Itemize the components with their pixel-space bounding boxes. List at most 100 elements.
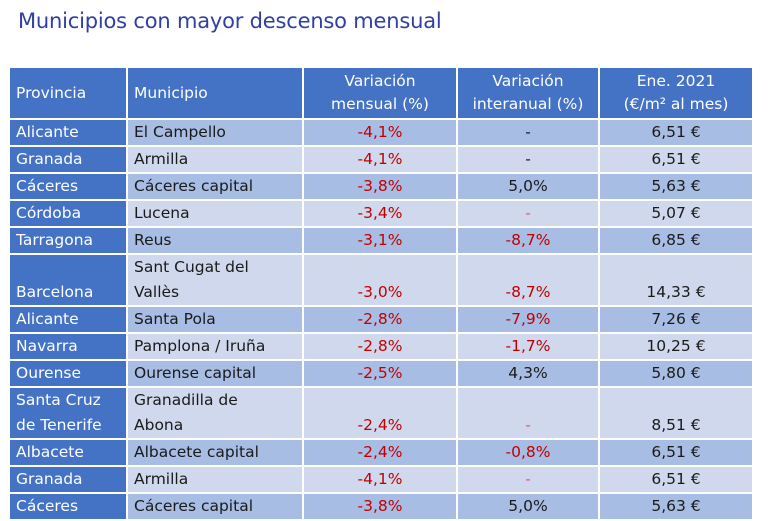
cell-variacion-mensual-value: -4,1%: [357, 150, 403, 168]
cell-municipio-line: El Campello: [134, 123, 226, 141]
cell-municipio-line: Cáceres capital: [134, 177, 253, 195]
table-row: Granada Armilla -4,1% - 6,51 €: [8, 465, 754, 494]
cell-variacion-interanual-value: -7,9%: [505, 310, 551, 328]
cell-municipio-line: Vallès: [134, 283, 180, 301]
cell-precio: 6,51 €: [598, 145, 754, 174]
cell-provincia: Cáceres: [8, 492, 128, 521]
cell-municipio: Armilla: [126, 145, 304, 174]
cell-municipio: Reus: [126, 226, 304, 255]
cell-precio-value: 6,51 €: [651, 470, 701, 488]
cell-variacion-interanual: -: [456, 386, 600, 440]
cell-precio: 5,07 €: [598, 199, 754, 228]
cell-provincia-line: Barcelona: [16, 283, 94, 301]
cell-variacion-interanual-value: 5,0%: [508, 497, 548, 515]
cell-precio-value: 6,51 €: [651, 123, 701, 141]
cell-precio-value: 5,07 €: [651, 204, 701, 222]
cell-variacion-interanual-value: -: [525, 123, 531, 141]
cell-provincia-line: de Tenerife: [16, 416, 102, 434]
cell-municipio-line: Granadilla de: [134, 391, 238, 409]
cell-variacion-mensual: -4,1%: [302, 145, 458, 174]
data-table: Provincia Municipio Variación mensual (%…: [8, 66, 754, 521]
header-municipio-label: Municipio: [134, 83, 208, 102]
header-variacion-mensual-line2: mensual (%): [331, 95, 429, 113]
cell-variacion-interanual: -: [456, 118, 600, 147]
header-provincia-label: Provincia: [16, 83, 87, 102]
cell-variacion-mensual: -4,1%: [302, 465, 458, 494]
header-variacion-mensual-line1: Variación: [344, 72, 416, 90]
cell-precio: 14,33 €: [598, 253, 754, 307]
table-row: Albacete Albacete capital -2,4% -0,8% 6,51 €: [8, 438, 754, 467]
cell-provincia: Granada: [8, 465, 128, 494]
cell-variacion-mensual: -3,8%: [302, 492, 458, 521]
page-title: Municipios con mayor descenso mensual: [18, 9, 442, 33]
header-precio-line1: Ene. 2021: [636, 72, 716, 90]
header-precio-line2: (€/m² al mes): [623, 95, 729, 113]
cell-variacion-mensual-value: -2,8%: [357, 310, 403, 328]
header-variacion-interanual: Variación interanual (%): [456, 66, 600, 120]
cell-variacion-mensual: -3,1%: [302, 226, 458, 255]
cell-variacion-interanual-value: -8,7%: [505, 231, 551, 249]
cell-variacion-mensual: -4,1%: [302, 118, 458, 147]
cell-variacion-interanual-value: -0,8%: [505, 443, 551, 461]
cell-precio-value: 5,63 €: [651, 177, 701, 195]
cell-municipio-line: Armilla: [134, 470, 189, 488]
cell-variacion-interanual: 5,0%: [456, 172, 600, 201]
cell-municipio-line: Cáceres capital: [134, 497, 253, 515]
cell-provincia: Barcelona: [8, 253, 128, 307]
cell-variacion-mensual: -3,4%: [302, 199, 458, 228]
table-row: Alicante Santa Pola -2,8% -7,9% 7,26 €: [8, 305, 754, 334]
cell-provincia-line: Tarragona: [16, 231, 94, 249]
cell-municipio-line: Pamplona / Iruña: [134, 337, 266, 355]
cell-variacion-interanual: 4,3%: [456, 359, 600, 388]
cell-variacion-interanual-value: -: [525, 416, 531, 434]
cell-precio-value: 7,26 €: [651, 310, 701, 328]
cell-variacion-interanual-value: -: [525, 204, 531, 222]
cell-precio: 5,63 €: [598, 492, 754, 521]
cell-municipio: Albacete capital: [126, 438, 304, 467]
header-municipio: Municipio: [126, 66, 304, 120]
table-row: Cáceres Cáceres capital -3,8% 5,0% 5,63 €: [8, 172, 754, 201]
header-variacion-interanual-line1: Variación: [492, 72, 564, 90]
cell-municipio-line: Albacete capital: [134, 443, 259, 461]
cell-variacion-interanual: -: [456, 199, 600, 228]
cell-municipio: Cáceres capital: [126, 492, 304, 521]
cell-provincia: Alicante: [8, 118, 128, 147]
cell-municipio-line: Ourense capital: [134, 364, 257, 382]
cell-provincia-line: Granada: [16, 150, 83, 168]
cell-variacion-mensual: -3,0%: [302, 253, 458, 307]
cell-precio: 7,26 €: [598, 305, 754, 334]
cell-provincia: Alicante: [8, 305, 128, 334]
cell-provincia: Santa Cruz de Tenerife: [8, 386, 128, 440]
cell-municipio: Santa Pola: [126, 305, 304, 334]
header-variacion-mensual: Variación mensual (%): [302, 66, 458, 120]
cell-variacion-interanual-value: -8,7%: [505, 283, 551, 301]
cell-provincia: Navarra: [8, 332, 128, 361]
cell-variacion-mensual-value: -3,8%: [357, 497, 403, 515]
cell-provincia: Tarragona: [8, 226, 128, 255]
table-row: Barcelona Sant Cugat del Vallès -3,0% -8,7% 1…: [8, 253, 754, 307]
cell-municipio-line: Santa Pola: [134, 310, 216, 328]
cell-precio-value: 8,51 €: [651, 416, 701, 434]
cell-provincia: Albacete: [8, 438, 128, 467]
cell-variacion-mensual: -2,8%: [302, 305, 458, 334]
cell-municipio: Sant Cugat del Vallès: [126, 253, 304, 307]
cell-variacion-mensual-value: -2,4%: [357, 416, 403, 434]
cell-provincia-line: Granada: [16, 470, 83, 488]
cell-variacion-mensual-value: -2,8%: [357, 337, 403, 355]
cell-provincia: Córdoba: [8, 199, 128, 228]
cell-provincia-line: Albacete: [16, 443, 84, 461]
cell-variacion-mensual-value: -3,0%: [357, 283, 403, 301]
cell-variacion-mensual-value: -4,1%: [357, 470, 403, 488]
cell-precio-value: 6,85 €: [651, 231, 701, 249]
cell-precio: 5,63 €: [598, 172, 754, 201]
cell-provincia-line: Cáceres: [16, 497, 79, 515]
cell-precio-value: 5,80 €: [651, 364, 701, 382]
cell-municipio: El Campello: [126, 118, 304, 147]
cell-variacion-interanual-value: -: [525, 150, 531, 168]
table-row: Córdoba Lucena -3,4% - 5,07 €: [8, 199, 754, 228]
cell-variacion-interanual-value: 5,0%: [508, 177, 548, 195]
cell-precio-value: 10,25 €: [646, 337, 706, 355]
cell-provincia-line: Alicante: [16, 310, 79, 328]
cell-municipio: Pamplona / Iruña: [126, 332, 304, 361]
cell-variacion-mensual: -2,4%: [302, 386, 458, 440]
